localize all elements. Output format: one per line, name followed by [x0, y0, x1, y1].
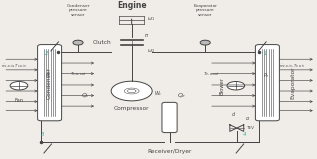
Circle shape: [227, 81, 245, 90]
Text: Engine: Engine: [117, 1, 146, 10]
Text: 1: 1: [264, 52, 267, 56]
Text: 2: 2: [45, 52, 49, 56]
Text: Compressor: Compressor: [114, 106, 149, 111]
Text: $d$: $d$: [231, 110, 236, 118]
Text: $P_e$: $P_e$: [263, 71, 270, 80]
Circle shape: [111, 81, 152, 101]
Text: $T_{e,a,out}$: $T_{e,a,out}$: [203, 71, 220, 79]
Text: Receiver/Dryer: Receiver/Dryer: [147, 149, 192, 154]
FancyBboxPatch shape: [162, 102, 177, 133]
Text: Condenser: Condenser: [47, 67, 52, 99]
Text: $\omega_2$: $\omega_2$: [147, 47, 155, 55]
Text: $\omega_1$: $\omega_1$: [147, 15, 155, 23]
Text: 3: 3: [41, 132, 45, 137]
Text: $\dot{m}_{e,a,in},T_{e,a,in}$: $\dot{m}_{e,a,in},T_{e,a,in}$: [279, 62, 306, 70]
Text: $Q_c$: $Q_c$: [81, 91, 91, 100]
Text: $W_c$: $W_c$: [154, 90, 162, 98]
Text: 4: 4: [243, 132, 246, 137]
FancyBboxPatch shape: [38, 45, 61, 121]
Text: Fan: Fan: [15, 98, 23, 103]
FancyBboxPatch shape: [256, 45, 279, 121]
Circle shape: [200, 40, 210, 45]
Circle shape: [73, 40, 83, 45]
Text: Clutch: Clutch: [93, 40, 111, 45]
Text: TEV: TEV: [246, 126, 254, 130]
Text: Blower: Blower: [219, 77, 224, 95]
Text: $\dot{m}_{c,a,in},T_{c,a,in}$: $\dot{m}_{c,a,in},T_{c,a,in}$: [1, 62, 27, 70]
Text: $Q_e$: $Q_e$: [178, 91, 187, 100]
Text: Evaporator: Evaporator: [290, 66, 295, 99]
Text: $\pi$: $\pi$: [144, 32, 149, 39]
Text: $T_{c,a,out}$: $T_{c,a,out}$: [70, 71, 86, 79]
Text: $P_c$: $P_c$: [45, 71, 52, 80]
Text: Condenser
pressure
sensor: Condenser pressure sensor: [66, 4, 90, 17]
Text: Evaporator
pressure
sensor: Evaporator pressure sensor: [193, 4, 217, 17]
Circle shape: [10, 81, 28, 90]
Text: $\alpha$: $\alpha$: [245, 115, 250, 122]
